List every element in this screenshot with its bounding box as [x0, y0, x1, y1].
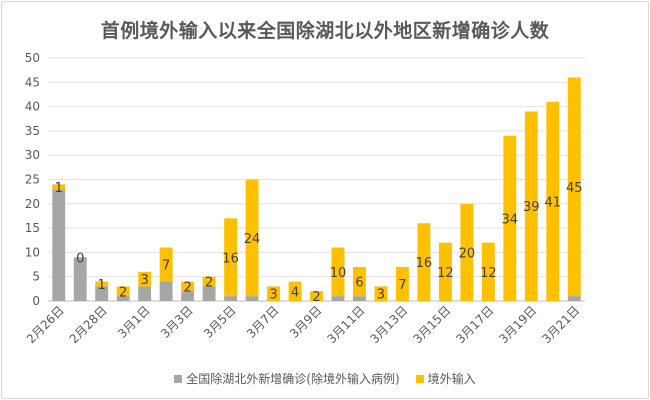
data-label: 20 [459, 246, 476, 261]
legend-label-imported: 境外输入 [427, 372, 476, 386]
x-tick-label: 3月9日 [287, 303, 325, 341]
bar-imported [546, 101, 560, 302]
x-tick-label: 3月17日 [453, 303, 496, 346]
x-tick-label: 3月7日 [244, 303, 282, 341]
bar-imported [481, 242, 495, 301]
data-label: 39 [523, 200, 540, 215]
y-tick-label: 20 [25, 197, 40, 211]
bar-imported [524, 111, 538, 302]
bar-domestic [353, 296, 366, 301]
x-tick-label: 3月5日 [201, 303, 239, 341]
bar-domestic [331, 296, 345, 301]
bar-imported [567, 77, 581, 297]
y-tick-label: 45 [25, 75, 40, 89]
data-label: 3 [269, 288, 277, 303]
bar-imported [331, 247, 345, 297]
data-label: 12 [480, 266, 497, 281]
y-tick-label: 40 [25, 100, 40, 114]
data-label: 6 [355, 276, 363, 291]
data-label: 34 [502, 212, 519, 227]
x-tick-label: 2月28日 [67, 303, 110, 346]
y-tick-label: 0 [32, 294, 40, 308]
legend: 全国除湖北外新增确诊(除境外输入病例) 境外输入 [0, 370, 650, 387]
data-label: 2 [119, 285, 127, 300]
legend-swatch-domestic [174, 374, 183, 383]
bar-imported [52, 184, 66, 190]
bar-domestic [567, 296, 581, 301]
bar-imported [288, 281, 302, 301]
x-tick-label: 3月21日 [539, 303, 582, 346]
bar-imported [353, 266, 366, 297]
bar-imported [95, 281, 109, 287]
legend-swatch-imported [415, 374, 424, 383]
data-label: 24 [244, 232, 261, 247]
bar-imported [267, 286, 280, 301]
bar-imported [116, 286, 130, 297]
data-label: 45 [566, 181, 583, 196]
chart-title: 首例境外输入以来全国除湖北以外地区新增确诊人数 [100, 20, 550, 42]
y-tick-label: 35 [25, 124, 40, 138]
bar-imported [159, 247, 173, 282]
bar-domestic [52, 189, 66, 301]
legend-label-domestic: 全国除湖北外新增确诊(除境外输入病例) [186, 372, 400, 386]
data-label: 7 [162, 259, 170, 274]
data-label: 4 [291, 285, 299, 300]
data-label: 12 [437, 266, 454, 281]
bar-imported [395, 266, 409, 301]
x-tick-label: 3月11日 [325, 303, 368, 346]
data-label: 3 [141, 273, 149, 288]
bar-imported [438, 242, 452, 301]
data-label: 2 [183, 280, 191, 295]
bar-domestic [116, 296, 130, 301]
bar-imported [245, 179, 259, 297]
bar-imported [181, 281, 195, 292]
data-label: 7 [398, 278, 406, 293]
bar-imported [374, 286, 388, 301]
data-label: 2 [205, 276, 213, 291]
data-label: 16 [222, 251, 239, 266]
bar-domestic [224, 296, 238, 301]
x-tick-label: 3月3日 [158, 303, 196, 341]
x-tick-label: 3月15日 [410, 303, 453, 346]
x-tick-label: 3月13日 [367, 303, 410, 346]
data-label: 1 [98, 278, 106, 293]
data-label: 1 [55, 181, 63, 196]
x-tick-label: 2月26日 [24, 303, 67, 346]
legend-item-domestic: 全国除湖北外新增确诊(除境外输入病例) [174, 370, 400, 387]
data-label: 16 [416, 256, 433, 271]
data-label: 41 [545, 195, 562, 210]
bar-domestic [95, 286, 109, 301]
y-tick-label: 15 [25, 221, 40, 235]
y-tick-label: 30 [25, 148, 40, 162]
bar-domestic [73, 257, 87, 301]
bar-imported [503, 135, 517, 301]
bar-imported [224, 218, 238, 297]
bar-imported [310, 291, 323, 301]
y-tick-label: 5 [32, 270, 40, 284]
x-tick-label: 3月19日 [496, 303, 539, 346]
bar-domestic [245, 296, 259, 301]
bar-imported [460, 203, 474, 301]
legend-item-imported: 境外输入 [415, 370, 476, 387]
bar-domestic [181, 291, 195, 301]
bar-imported [417, 223, 431, 301]
y-tick-label: 25 [25, 173, 40, 187]
y-tick-label: 10 [25, 245, 40, 259]
bar-domestic [202, 286, 216, 301]
bar-imported [138, 271, 152, 287]
bar-domestic [159, 281, 173, 301]
bar-imported [202, 276, 216, 287]
data-label: 10 [330, 266, 347, 281]
data-label: 3 [377, 288, 385, 303]
x-tick-label: 3月1日 [115, 303, 153, 341]
data-label: 2 [312, 290, 320, 305]
bar-domestic [138, 286, 152, 301]
data-label: 0 [76, 251, 84, 266]
y-tick-label: 50 [25, 51, 40, 65]
